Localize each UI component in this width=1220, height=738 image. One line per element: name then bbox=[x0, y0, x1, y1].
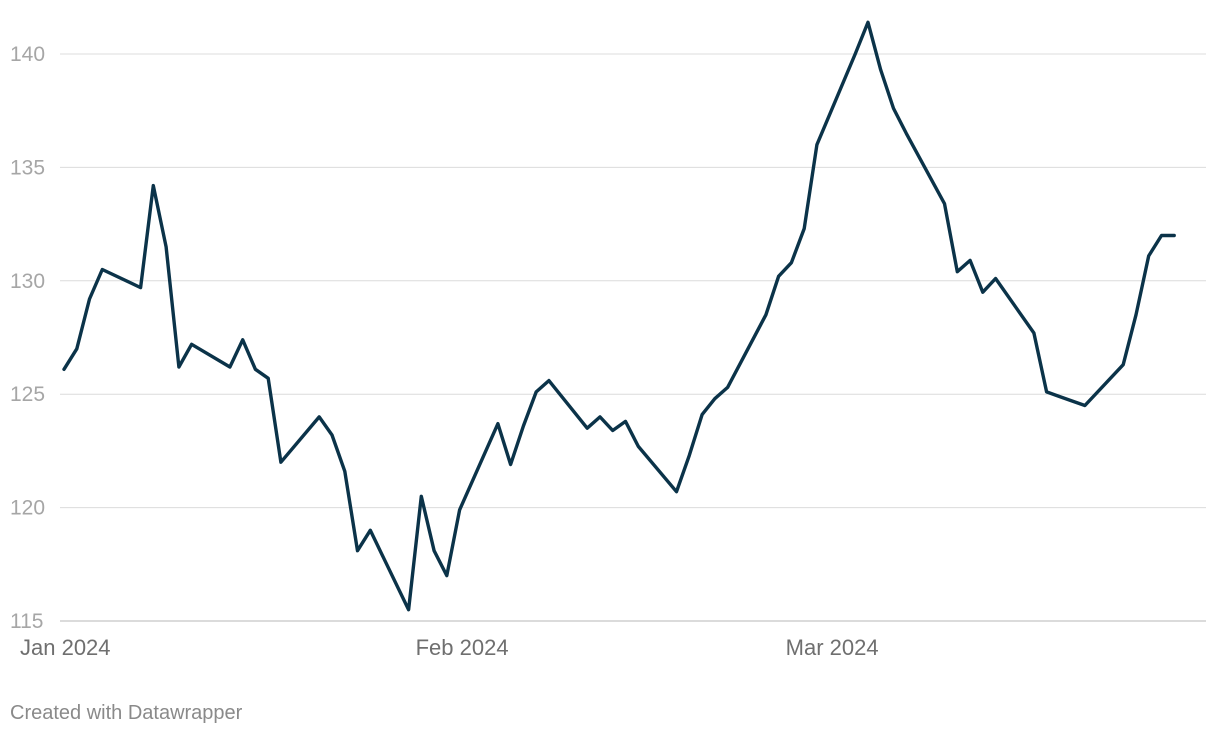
x-tick-label: Jan 2024 bbox=[20, 635, 111, 660]
series-line bbox=[62, 20, 1176, 612]
gridlines bbox=[60, 53, 1206, 622]
x-tick-label: Mar 2024 bbox=[786, 635, 879, 660]
y-tick-label: 120 bbox=[10, 497, 45, 520]
series-layer bbox=[62, 20, 1176, 612]
x-axis-ticks: Jan 2024 Feb 2024 Mar 2024 bbox=[20, 635, 879, 660]
y-tick-label: 125 bbox=[10, 383, 45, 406]
y-tick-label: 115 bbox=[10, 610, 43, 633]
x-tick-label: Feb 2024 bbox=[416, 635, 509, 660]
y-tick-label: 135 bbox=[10, 156, 45, 179]
datawrapper-credit: Created with Datawrapper bbox=[10, 702, 243, 724]
line-chart: 140 135 130 125 120 115 Jan 2024 Feb 2024 Mar 2… bbox=[10, 20, 1206, 660]
y-tick-label: 140 bbox=[10, 43, 45, 66]
y-axis-ticks: 140 135 130 125 120 115 bbox=[10, 43, 45, 633]
y-tick-label: 130 bbox=[10, 270, 45, 293]
